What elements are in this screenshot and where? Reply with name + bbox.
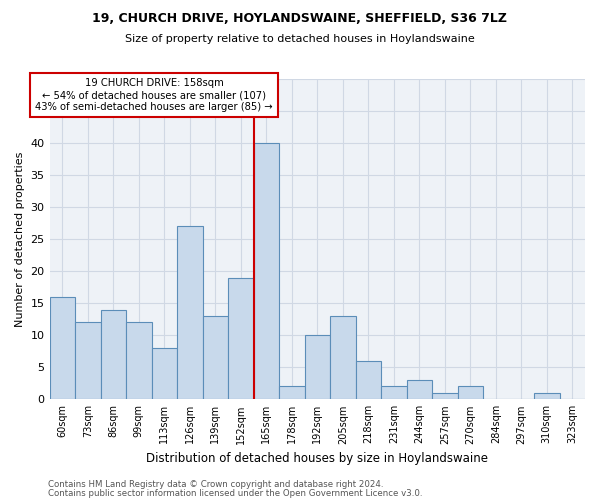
Text: Contains public sector information licensed under the Open Government Licence v3: Contains public sector information licen… — [48, 488, 422, 498]
Bar — [356, 361, 381, 400]
Bar — [50, 297, 75, 400]
Bar — [126, 322, 152, 400]
Bar — [330, 316, 356, 400]
Bar — [228, 278, 254, 400]
Bar — [407, 380, 432, 400]
Bar — [381, 386, 407, 400]
Text: 19, CHURCH DRIVE, HOYLANDSWAINE, SHEFFIELD, S36 7LZ: 19, CHURCH DRIVE, HOYLANDSWAINE, SHEFFIE… — [92, 12, 508, 26]
Bar — [101, 310, 126, 400]
Bar — [254, 143, 279, 400]
Bar — [203, 316, 228, 400]
Bar — [458, 386, 483, 400]
Bar — [432, 393, 458, 400]
Bar — [305, 335, 330, 400]
Text: Contains HM Land Registry data © Crown copyright and database right 2024.: Contains HM Land Registry data © Crown c… — [48, 480, 383, 489]
Text: 19 CHURCH DRIVE: 158sqm
← 54% of detached houses are smaller (107)
43% of semi-d: 19 CHURCH DRIVE: 158sqm ← 54% of detache… — [35, 78, 273, 112]
Bar — [279, 386, 305, 400]
Text: Size of property relative to detached houses in Hoylandswaine: Size of property relative to detached ho… — [125, 34, 475, 43]
Bar — [152, 348, 177, 400]
Y-axis label: Number of detached properties: Number of detached properties — [15, 152, 25, 327]
Bar — [177, 226, 203, 400]
X-axis label: Distribution of detached houses by size in Hoylandswaine: Distribution of detached houses by size … — [146, 452, 488, 465]
Bar — [534, 393, 560, 400]
Bar — [75, 322, 101, 400]
